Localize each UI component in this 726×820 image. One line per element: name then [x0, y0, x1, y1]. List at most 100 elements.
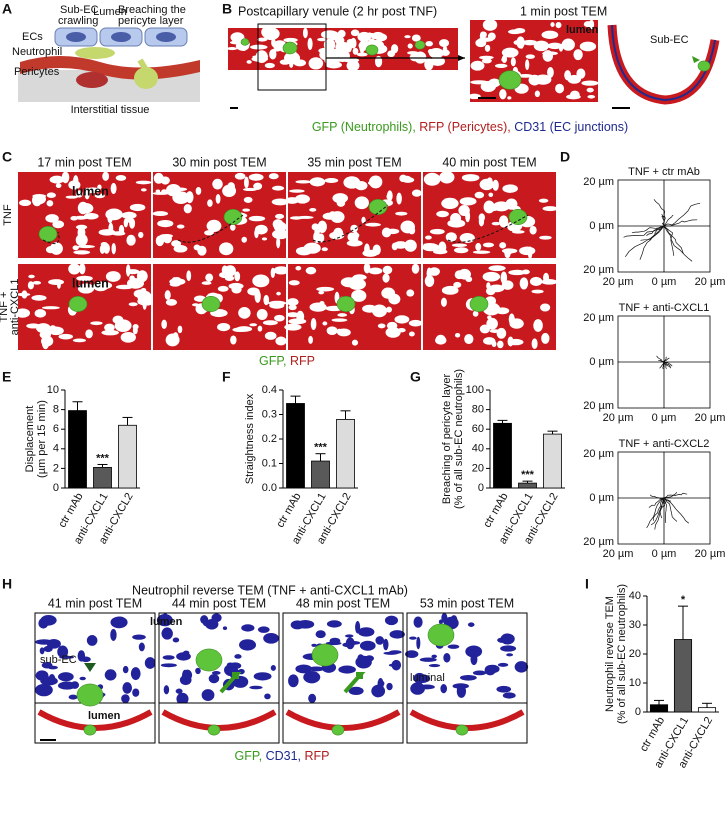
label: lumen	[72, 184, 109, 198]
image-texture	[355, 655, 372, 669]
bar	[673, 639, 693, 713]
image-texture	[435, 334, 446, 344]
image-texture	[555, 21, 562, 29]
legend-entry: CD31 (EC junctions)	[514, 120, 628, 134]
image-texture	[19, 199, 32, 207]
image-texture	[317, 220, 327, 233]
label: TNF +	[0, 292, 10, 323]
image-texture	[162, 655, 175, 660]
image-texture	[165, 298, 178, 306]
image-texture	[243, 196, 253, 203]
y-axis-label: Breaching of pericyte layer	[441, 374, 453, 505]
caption: GFP, RFP	[259, 354, 315, 368]
image-texture	[384, 287, 390, 294]
image-texture	[461, 174, 480, 182]
image-texture	[351, 232, 360, 239]
image-texture	[186, 270, 192, 282]
image-texture	[425, 40, 433, 47]
trajectory	[648, 497, 664, 508]
arrow-head	[692, 56, 700, 63]
track	[312, 204, 389, 243]
bar	[93, 467, 112, 489]
image-texture	[105, 208, 123, 221]
image-texture	[570, 90, 580, 99]
image-texture	[382, 273, 390, 283]
image-texture	[261, 237, 268, 241]
y-axis-label: Straightness index	[244, 393, 256, 484]
image-texture	[533, 319, 543, 332]
image-texture	[413, 672, 426, 684]
trajectory	[631, 225, 665, 234]
image-texture	[270, 267, 276, 279]
image-texture	[424, 58, 434, 71]
image-texture	[254, 224, 268, 235]
legend-entry: RFP (Pericytes),	[419, 120, 510, 134]
label: pericyte layer	[118, 15, 184, 27]
image-texture	[129, 275, 135, 281]
image-texture	[252, 274, 270, 288]
image-texture	[514, 661, 529, 673]
trajectory	[663, 497, 672, 502]
image-texture	[482, 242, 495, 248]
image-texture	[244, 176, 249, 189]
image-texture	[250, 44, 268, 50]
label: 40 min post TEM	[442, 155, 536, 169]
image-texture	[425, 235, 432, 240]
axis-label: 20 µm	[603, 548, 634, 560]
image-texture	[249, 685, 263, 690]
image-texture	[101, 329, 119, 336]
image-texture	[483, 337, 496, 345]
label: 48 min post TEM	[296, 596, 390, 610]
image-texture	[207, 199, 213, 207]
image-texture	[411, 34, 421, 42]
image-texture	[586, 87, 594, 93]
image-texture	[391, 242, 398, 251]
ec-nucleus	[66, 32, 86, 42]
zoom-box	[257, 23, 327, 91]
arrow-head	[84, 663, 96, 672]
image-texture	[542, 51, 558, 56]
image-texture	[354, 181, 368, 191]
bar	[493, 422, 512, 489]
image-texture	[468, 93, 481, 100]
image-texture	[479, 55, 494, 60]
neutrophil	[311, 643, 339, 667]
image-texture	[416, 636, 421, 650]
image-texture	[201, 689, 215, 701]
axis-label: 20 µm	[583, 536, 614, 548]
image-texture	[219, 242, 234, 256]
image-texture	[40, 676, 58, 686]
image-texture	[230, 335, 237, 345]
axis-label: 20 µm	[583, 176, 614, 188]
image-texture	[439, 171, 455, 184]
image-texture	[31, 295, 47, 301]
panel-letter: B	[222, 1, 232, 17]
image-texture	[274, 314, 285, 322]
image-texture	[122, 682, 133, 694]
image-texture	[531, 289, 544, 294]
image-texture	[76, 275, 93, 282]
y-axis-label: Neutrophil reverse TEM	[604, 596, 616, 712]
trajectory	[659, 361, 665, 369]
image-texture	[321, 247, 328, 252]
image-texture	[472, 310, 479, 317]
trajectory	[663, 497, 678, 522]
significance-label: ***	[96, 452, 110, 464]
image-texture	[383, 651, 399, 655]
image-texture	[352, 47, 359, 55]
image-texture	[201, 281, 212, 285]
image-texture	[338, 665, 356, 674]
image-texture	[440, 297, 447, 307]
image-texture	[357, 627, 375, 637]
image-texture	[102, 171, 110, 181]
image-texture	[424, 275, 435, 288]
image-texture	[386, 321, 398, 330]
image-texture	[508, 313, 515, 326]
image-texture	[272, 229, 289, 240]
label: ECs	[22, 31, 43, 43]
image-texture	[429, 228, 445, 235]
image-texture	[324, 178, 339, 184]
image-texture	[368, 175, 383, 189]
trajectory	[650, 494, 665, 500]
image-texture	[486, 317, 498, 330]
